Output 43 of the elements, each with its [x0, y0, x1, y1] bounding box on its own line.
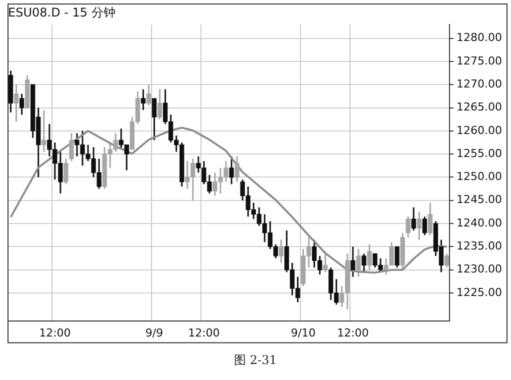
candlestick — [229, 156, 234, 185]
y-tick-label: 1250.00 — [456, 170, 502, 184]
x-tick-label: 12:00 — [39, 326, 71, 340]
candlestick — [422, 216, 428, 236]
candlestick — [356, 248, 361, 278]
candlestick — [350, 246, 356, 278]
candlestick — [140, 88, 146, 111]
x-tick-label: 9/10 — [290, 326, 316, 340]
caption: 图 2-31 — [233, 352, 278, 369]
y-tick-label: 1280.00 — [456, 31, 502, 44]
y-tick-label: 1275.00 — [456, 54, 502, 68]
candlestick — [278, 239, 284, 264]
candlestick — [146, 84, 152, 106]
y-tick-label: 1245.00 — [456, 193, 502, 206]
candlestick — [234, 156, 240, 183]
y-tick-label: 1230.00 — [456, 262, 502, 276]
candlestick — [362, 252, 366, 273]
candlestick — [406, 216, 410, 238]
y-tick-label: 1255.00 — [456, 146, 502, 160]
candlestick — [411, 206, 416, 232]
candlestick — [416, 211, 422, 241]
candlestick — [428, 202, 433, 236]
y-tick-label: 1260.00 — [456, 124, 502, 137]
y-tick-label: 1235.00 — [456, 240, 502, 253]
candlestick — [323, 250, 328, 273]
candlestick — [394, 246, 400, 268]
x-tick-label: 12:00 — [337, 326, 369, 340]
candlestick — [19, 93, 24, 116]
y-tick-label: 1240.00 — [456, 216, 502, 230]
y-tick-label: 1265.00 — [456, 100, 502, 114]
candlestick — [367, 244, 372, 271]
chart-title: ESU08.D - 15 分钟 — [8, 5, 116, 20]
x-tick-label: 9/9 — [145, 326, 164, 340]
candlestick — [14, 84, 19, 122]
candlestick — [69, 132, 74, 162]
candlestick — [152, 98, 157, 141]
candlestick — [42, 109, 46, 153]
candlestick — [444, 252, 450, 268]
y-tick-label: 1270.00 — [456, 77, 502, 90]
candlestick — [64, 158, 68, 185]
candlestick — [157, 88, 162, 120]
y-tick-label: 1225.00 — [456, 286, 502, 299]
x-tick-label: 12:00 — [188, 326, 220, 340]
